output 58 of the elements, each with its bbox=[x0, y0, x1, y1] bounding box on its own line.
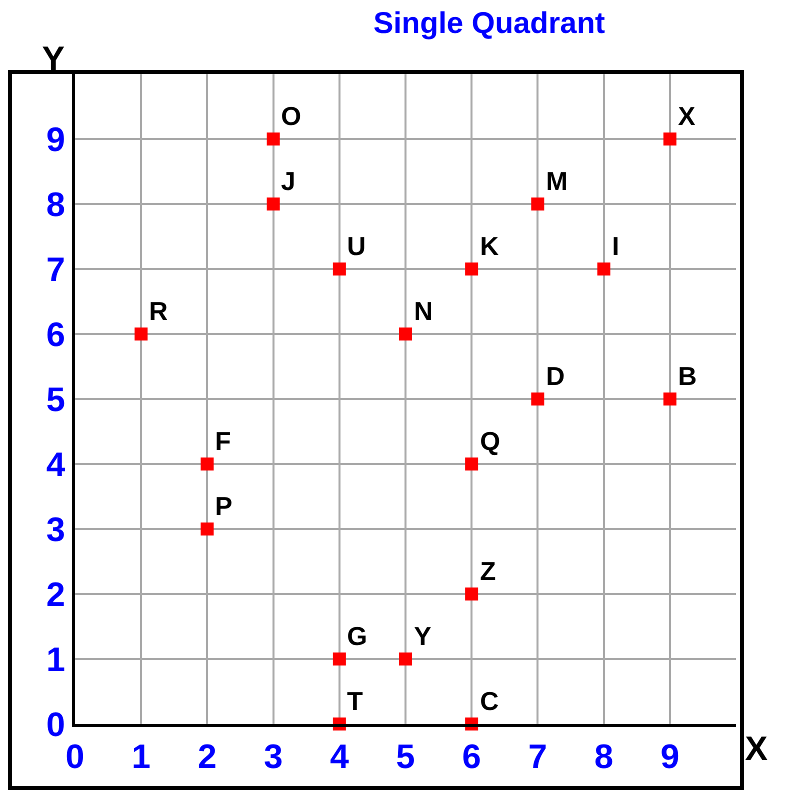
y-tick-label: 6 bbox=[46, 316, 66, 354]
x-tick-label: 6 bbox=[462, 738, 482, 776]
point bbox=[266, 198, 280, 210]
annotation: O bbox=[281, 101, 302, 131]
point bbox=[332, 652, 346, 666]
annotation: N bbox=[414, 296, 433, 326]
x-axis-title: X bbox=[745, 730, 768, 768]
point bbox=[465, 588, 478, 600]
annotation: Z bbox=[480, 556, 496, 586]
point bbox=[134, 328, 148, 340]
y-axis-title: Y bbox=[42, 40, 65, 78]
annotation: D bbox=[546, 361, 565, 391]
y-tick-label: 5 bbox=[46, 380, 66, 419]
y-tick-label: 2 bbox=[46, 576, 66, 614]
point bbox=[399, 328, 412, 340]
point bbox=[200, 458, 214, 470]
annotation: Q bbox=[480, 426, 500, 456]
chart-title: Single Quadrant bbox=[373, 6, 606, 40]
point bbox=[399, 652, 412, 666]
annotation: M bbox=[546, 166, 568, 196]
point bbox=[531, 392, 544, 406]
annotation: R bbox=[149, 296, 168, 326]
point bbox=[332, 262, 346, 276]
annotation: T bbox=[347, 686, 363, 716]
annotation: J bbox=[281, 166, 296, 196]
x-tick-label: 3 bbox=[264, 738, 283, 776]
annotation: B bbox=[678, 361, 697, 391]
point bbox=[266, 132, 280, 146]
point bbox=[663, 392, 676, 406]
annotation: I bbox=[612, 231, 620, 261]
y-tick-label: 1 bbox=[46, 640, 66, 679]
point bbox=[663, 132, 676, 146]
annotation: X bbox=[678, 101, 696, 131]
x-tick-label: 9 bbox=[660, 738, 680, 776]
annotation: F bbox=[215, 426, 231, 456]
annotation: C bbox=[480, 686, 499, 716]
point bbox=[465, 262, 478, 276]
annotation: Y bbox=[414, 621, 432, 651]
annotation: G bbox=[347, 621, 368, 651]
y-tick-label: 4 bbox=[46, 446, 66, 484]
y-tick-label: 3 bbox=[46, 510, 66, 549]
point bbox=[465, 458, 478, 470]
x-tick-label: 1 bbox=[132, 738, 151, 776]
annotation: U bbox=[347, 231, 366, 261]
y-tick-label: 8 bbox=[46, 186, 66, 224]
y-tick-label: 7 bbox=[46, 250, 66, 289]
point bbox=[597, 262, 610, 276]
x-tick-label: 8 bbox=[594, 738, 614, 776]
x-tick-label: 7 bbox=[528, 738, 548, 776]
annotation: K bbox=[480, 231, 499, 261]
x-tick-label: 5 bbox=[396, 738, 415, 776]
x-tick-label: 4 bbox=[330, 738, 349, 776]
point bbox=[200, 522, 214, 536]
x-tick-label: 2 bbox=[198, 738, 217, 776]
y-tick-label: 9 bbox=[46, 120, 66, 159]
y-tick-label: 0 bbox=[46, 706, 66, 744]
point bbox=[531, 198, 544, 210]
annotation: P bbox=[215, 491, 232, 521]
